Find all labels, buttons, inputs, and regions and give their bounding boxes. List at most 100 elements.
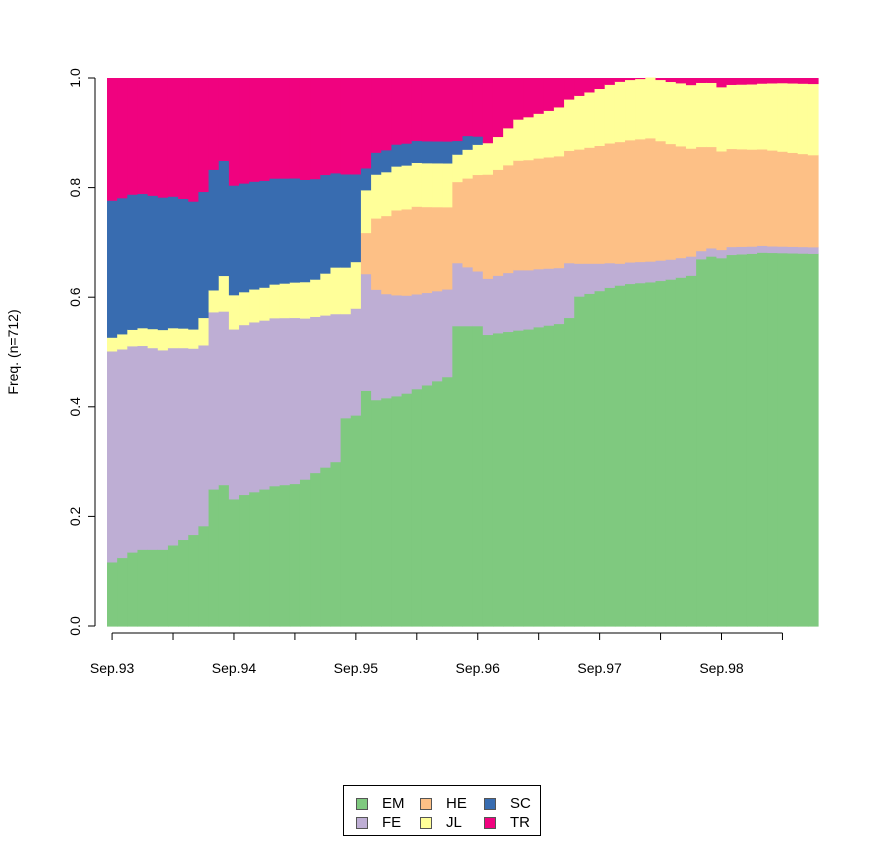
bar-segment-fe (543, 268, 555, 326)
bar-segment-em (492, 332, 504, 627)
bar-segment-he (726, 148, 738, 248)
bar-segment-jl (401, 165, 413, 210)
bar-segment-em (665, 279, 677, 627)
bar-segment-sc (360, 167, 372, 191)
legend-grid: EM HE SC FE JL TR (356, 795, 544, 831)
bar-segment-fe (371, 289, 382, 401)
bar-segment-tr (310, 78, 321, 180)
bar-segment-jl (807, 83, 819, 156)
bar-segment-he (564, 150, 575, 264)
bar-segment-fe (777, 246, 789, 254)
bar-segment-em (523, 328, 535, 627)
bar-segment-tr (381, 78, 392, 151)
bar-segment-he (553, 155, 565, 269)
legend-swatch (356, 816, 368, 829)
bar-segment-tr (371, 78, 382, 153)
bar-segment-he (391, 209, 403, 296)
bar-segment-fe (299, 318, 311, 480)
bar-segment-sc (137, 193, 149, 329)
bar-segment-tr (442, 78, 453, 142)
bar-segment-tr (452, 78, 464, 142)
bar-segment-sc (310, 178, 321, 280)
bar-segment-jl (625, 79, 636, 141)
bar-segment-jl (614, 81, 626, 143)
bar-segment-tr (127, 78, 139, 195)
y-axis-label: Freq. (n=712) (5, 309, 21, 394)
bar-segment-tr (553, 78, 565, 108)
bar-segment-he (492, 169, 504, 276)
bar-segment-jl (198, 317, 210, 346)
bar-segment-tr (757, 78, 768, 84)
bar-segment-jl (574, 95, 585, 150)
bar-segment-jl (492, 136, 504, 170)
bar-segment-jl (320, 273, 332, 316)
bar-segment-em (208, 489, 220, 627)
bar-segment-fe (655, 260, 667, 282)
bar-segment-jl (239, 291, 250, 326)
bar-segment-jl (675, 82, 687, 147)
bar-segment-em (513, 330, 525, 627)
bar-segment-em (614, 285, 626, 627)
bar-segment-jl (259, 287, 271, 321)
bar-segment-jl (269, 284, 281, 319)
legend: EM HE SC FE JL TR (343, 785, 541, 836)
bar-segment-tr (391, 78, 403, 145)
bar-segment-he (452, 181, 464, 264)
bar-segment-tr (299, 78, 311, 180)
bar-segment-he (665, 143, 677, 260)
bar-segment-jl (513, 119, 525, 161)
bar-segment-em (188, 534, 200, 627)
bar-segment-he (523, 159, 535, 271)
bar-segment-jl (452, 154, 464, 183)
bar-segment-he (604, 142, 616, 264)
bar-segment-tr (797, 78, 809, 84)
bar-segment-sc (107, 200, 118, 338)
bar-segment-jl (137, 327, 149, 347)
bar-segment-jl (299, 281, 311, 319)
bar-segment-tr (218, 78, 230, 161)
bar-segment-sc (218, 160, 230, 277)
bar-segment-jl (462, 149, 474, 179)
bar-segment-jl (553, 106, 565, 157)
bar-segment-he (411, 206, 423, 295)
bar-segment-he (625, 139, 636, 263)
bar-segment-tr (665, 78, 677, 83)
bar-segment-em (675, 277, 687, 627)
x-tick-label: Sep.95 (334, 660, 379, 676)
bar-segment-tr (614, 78, 626, 82)
bar-segment-tr (411, 78, 423, 142)
bar-segment-em (137, 549, 149, 627)
bar-segment-tr (533, 78, 545, 114)
bar-segment-sc (259, 180, 271, 288)
bar-segment-fe (147, 347, 159, 550)
legend-label: JL (446, 814, 462, 831)
bar-segment-em (249, 491, 260, 627)
bar-segment-tr (746, 78, 758, 85)
bar-segment-fe (107, 350, 118, 563)
bar-segment-he (513, 160, 525, 271)
bar-segment-he (777, 151, 789, 247)
bar-segment-em (645, 281, 657, 627)
bar-segment-tr (635, 78, 646, 80)
x-tick-label: Sep.98 (699, 660, 744, 676)
bar-segment-tr (269, 78, 281, 179)
bar-segment-fe (269, 317, 281, 487)
bar-segment-fe (178, 347, 189, 541)
bar-segment-he (584, 147, 596, 264)
bar-segment-fe (746, 246, 758, 254)
bar-segment-he (635, 138, 646, 263)
legend-item-em: EM (356, 795, 420, 812)
bar-segment-tr (503, 78, 514, 129)
legend-swatch (420, 797, 432, 810)
bar-segment-em (442, 376, 453, 627)
legend-label: TR (510, 814, 530, 831)
bar-segment-fe (675, 257, 687, 278)
bar-segment-sc (350, 173, 362, 263)
bar-segment-jl (350, 261, 362, 309)
bar-segment-he (401, 208, 413, 296)
legend-item-tr: TR (484, 814, 544, 831)
bar-segment-sc (167, 196, 179, 329)
bar-segment-jl (330, 267, 342, 315)
bar-segment-jl (645, 77, 657, 139)
bar-segment-he (432, 206, 443, 292)
